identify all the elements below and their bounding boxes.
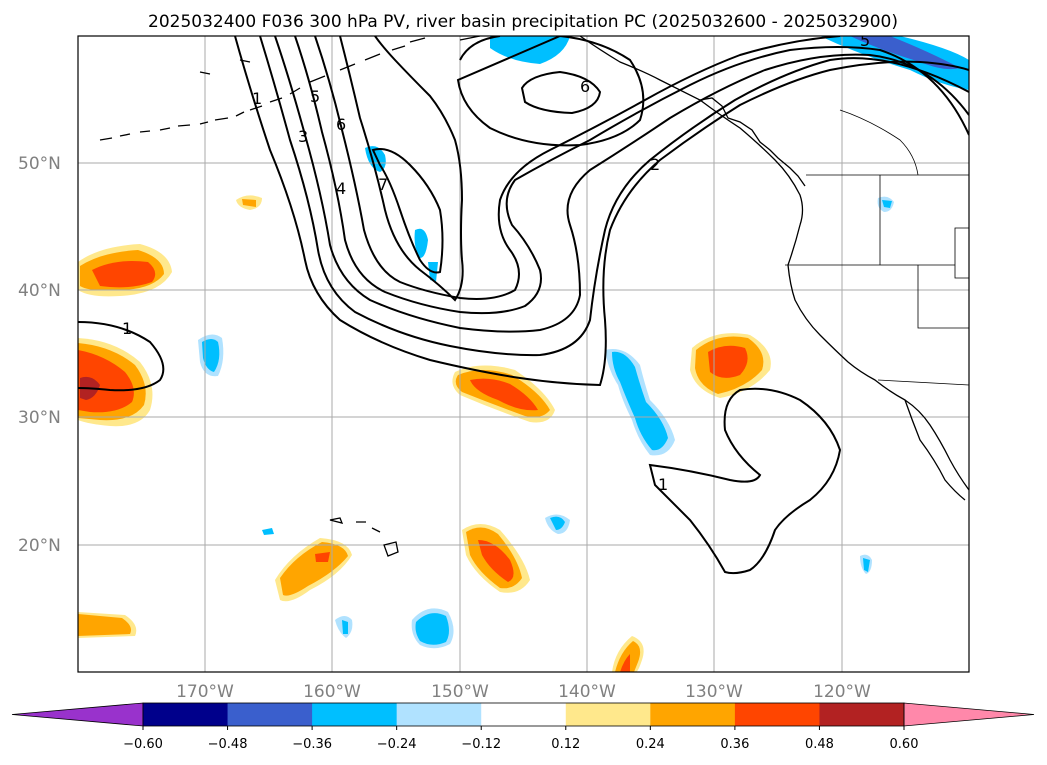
colorbar-extend-high [903,702,1035,727]
colorbar-tick-label: 0.60 [890,737,919,752]
map-frame [77,35,970,673]
map-title: 2025032400 F036 300 hPa PV, river basin … [148,12,898,32]
lon-label: 150°W [431,682,489,702]
colorbar-tick-label: −0.36 [292,737,332,752]
contour-labels: 1 1 2 3 4 5 6 7 6 5 1 [122,31,870,494]
contour-label: 3 [298,127,308,146]
contour-label: 5 [310,87,320,106]
colorbar-segment [481,703,567,726]
lat-label: 40°N [18,281,61,301]
map-area: 1 1 2 3 4 5 6 7 6 5 1 [78,31,969,672]
lon-label: 140°W [558,682,616,702]
pv-contours [78,36,969,575]
contour-label: 6 [336,115,346,134]
lat-label: 30°N [18,408,61,428]
colorbar-tick-label: 0.12 [551,737,580,752]
colorbar-segment [734,703,820,726]
coastlines [99,36,969,557]
lon-label: 120°W [813,682,871,702]
latitude-labels: 50°N 40°N 30°N 20°N [18,154,61,556]
colorbar-segment [312,703,398,726]
contour-label: 6 [580,77,590,96]
contour-label: 2 [650,155,660,174]
lon-label: 160°W [303,682,361,702]
contour-label: 1 [658,475,668,494]
colorbar-segment [819,703,905,726]
colorbar-segment [396,703,482,726]
contour-label: 4 [336,179,346,198]
contour-label: 5 [860,31,870,50]
colorbar-tick-label: −0.24 [377,737,417,752]
colorbar-extend-low [11,702,144,727]
contour-label: 1 [252,89,262,108]
contour-label: 1 [122,319,132,338]
colorbar-tick-label: 0.36 [720,737,749,752]
colorbar-tick-label: −0.60 [123,737,163,752]
lat-label: 20°N [18,536,61,556]
colorbar-segment [143,703,229,726]
us-borders [785,109,969,386]
contour-label: 7 [378,175,388,194]
colorbar-frame [142,702,905,727]
lat-label: 50°N [18,154,61,174]
colorbar-segment [565,703,651,726]
colorbar-segment [650,703,736,726]
precip-shading [78,36,969,672]
colorbar-tick-label: 0.24 [636,737,665,752]
longitude-labels: 170°W 160°W 150°W 140°W 130°W 120°W [176,682,871,702]
colorbar-tick-label: 0.48 [805,737,834,752]
lon-label: 130°W [685,682,743,702]
colorbar: −0.60 −0.48 −0.36 −0.24 −0.12 0.12 0.24 0.36 0.4… [11,702,1035,752]
colorbar-tick-label: −0.48 [208,737,248,752]
colorbar-segment [227,703,313,726]
lon-label: 170°W [176,682,234,702]
colorbar-tick-label: −0.12 [461,737,501,752]
